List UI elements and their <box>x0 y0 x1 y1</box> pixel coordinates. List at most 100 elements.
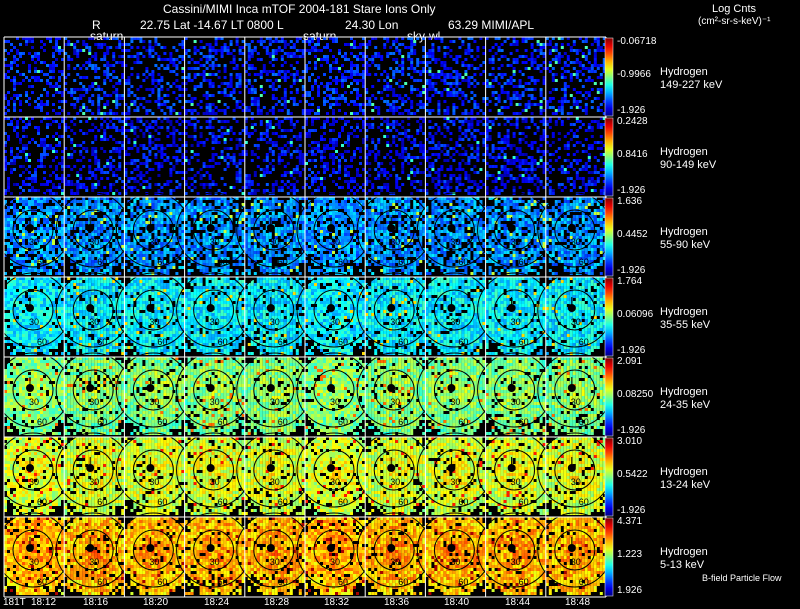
image-panel: 30 60 <box>0 352 71 435</box>
ring-label-60: 60 <box>338 577 348 587</box>
colorbar-mid: 0.4452 <box>617 229 648 240</box>
energy-label: 35-55 keV <box>660 319 710 332</box>
colorbar <box>604 197 614 277</box>
image-panel: 30 60 <box>115 192 191 275</box>
colorbar-min: 1.926 <box>617 585 642 596</box>
ring-label-60: 60 <box>519 337 529 347</box>
ring-label-30: 30 <box>210 317 220 327</box>
image-panel <box>365 117 426 195</box>
species-label: Hydrogen <box>660 66 722 79</box>
image-panel <box>184 117 245 195</box>
image-panel: 30 60 <box>296 432 372 515</box>
ring-label-60: 60 <box>519 497 529 507</box>
ring-label-30: 30 <box>210 237 220 247</box>
image-panel <box>4 117 64 195</box>
image-panel: 30 60 <box>356 432 432 515</box>
position-mimi-apl: 63.29 MIMI/APL <box>448 18 534 32</box>
image-panel <box>184 37 245 115</box>
ring-label-60: 60 <box>97 497 107 507</box>
ring-label-30: 30 <box>210 397 220 407</box>
image-panel: 30 60 <box>115 512 191 595</box>
chart-title: Cassini/MIMI Inca mTOF 2004-181 Stare Io… <box>163 2 436 16</box>
image-panel <box>124 37 185 115</box>
colorbar-max: 0.2428 <box>617 116 648 127</box>
image-panel <box>64 37 125 115</box>
image-panel: 30 60 <box>176 512 252 595</box>
energy-label: 55-90 keV <box>660 239 710 252</box>
species-label: Hydrogen <box>660 466 710 479</box>
position-r-label: R <box>92 18 101 32</box>
image-panel: 30 60 <box>55 352 131 435</box>
image-panel: 30 60 <box>236 192 312 275</box>
time-tick: 18:44 <box>505 597 530 608</box>
energy-label: 5-13 keV <box>660 559 708 572</box>
image-panel: 30 60 <box>477 352 553 435</box>
row-label: Hydrogen 90-149 keV <box>660 146 716 172</box>
colorbar-mid: 0.06096 <box>617 309 653 320</box>
time-tick: 18:32 <box>324 597 349 608</box>
image-panel: 30 60 <box>537 352 613 435</box>
image-panel <box>545 117 606 195</box>
colorbar-max: 1.636 <box>617 196 642 207</box>
ring-label-30: 30 <box>29 317 39 327</box>
image-panel: 30 60 <box>356 192 432 275</box>
ring-label-60: 60 <box>97 577 107 587</box>
image-panel <box>485 37 546 115</box>
position-lat-lt-l: 22.75 Lat -14.67 LT 0800 L <box>140 18 284 32</box>
ring-label-60: 60 <box>458 337 468 347</box>
colorbar-mid: 0.08250 <box>617 389 653 400</box>
ring-label-60: 60 <box>458 577 468 587</box>
ring-label-60: 60 <box>519 417 529 427</box>
ring-label-30: 30 <box>29 237 39 247</box>
row-label: Hydrogen 149-227 keV <box>660 66 722 92</box>
image-panel: 30 60 <box>115 352 191 435</box>
image-panel <box>365 37 426 115</box>
units-label: (cm²-sr-s-keV)⁻¹ <box>698 16 770 27</box>
image-panel: 30 60 <box>356 512 432 595</box>
colorbar-max: 4.371 <box>617 516 642 527</box>
ring-label-30: 30 <box>149 557 159 567</box>
image-panel: 30 60 <box>537 192 613 275</box>
image-panel: 30 60 <box>115 272 191 355</box>
image-panel <box>64 117 125 195</box>
image-panel <box>425 117 486 195</box>
colorbar <box>604 117 614 197</box>
colorbar-min: -1.926 <box>617 185 645 196</box>
image-panel: 30 60 <box>416 192 492 275</box>
ring-label-60: 60 <box>338 337 348 347</box>
ring-label-30: 30 <box>210 557 220 567</box>
ring-label-60: 60 <box>579 337 589 347</box>
image-panel: 30 60 <box>176 432 252 515</box>
image-panel: 30 60 <box>296 512 372 595</box>
colorbar <box>604 437 614 517</box>
image-panel: 30 60 <box>296 352 372 435</box>
ring-label-60: 60 <box>37 337 47 347</box>
image-panel: 30 60 <box>477 432 553 515</box>
ring-label-60: 60 <box>37 577 47 587</box>
image-panel: 30 60 <box>537 512 613 595</box>
b-field-note: B-field Particle Flow <box>702 573 782 583</box>
ring-label-60: 60 <box>398 497 408 507</box>
ring-label-30: 30 <box>390 317 400 327</box>
image-panel: 30 60 <box>416 352 492 435</box>
image-panel: 30 60 <box>0 192 71 275</box>
ring-label-30: 30 <box>149 237 159 247</box>
ring-label-60: 60 <box>398 417 408 427</box>
ring-label-30: 30 <box>571 557 581 567</box>
species-label: Hydrogen <box>660 226 710 239</box>
energy-label: 13-24 keV <box>660 479 710 492</box>
species-label: Hydrogen <box>660 386 710 399</box>
ring-label-30: 30 <box>390 237 400 247</box>
ring-label-30: 30 <box>511 397 521 407</box>
ring-label-60: 60 <box>157 257 167 267</box>
species-label: Hydrogen <box>660 306 710 319</box>
colorbar-mid: 1.223 <box>617 549 642 560</box>
image-panel: 30 60 <box>176 352 252 435</box>
ring-label-30: 30 <box>390 397 400 407</box>
ring-label-30: 30 <box>89 557 99 567</box>
ring-label-60: 60 <box>579 257 589 267</box>
colorbar-min: -1.926 <box>617 425 645 436</box>
ring-label-60: 60 <box>37 497 47 507</box>
ring-label-60: 60 <box>37 417 47 427</box>
image-panel: 30 60 <box>236 512 312 595</box>
